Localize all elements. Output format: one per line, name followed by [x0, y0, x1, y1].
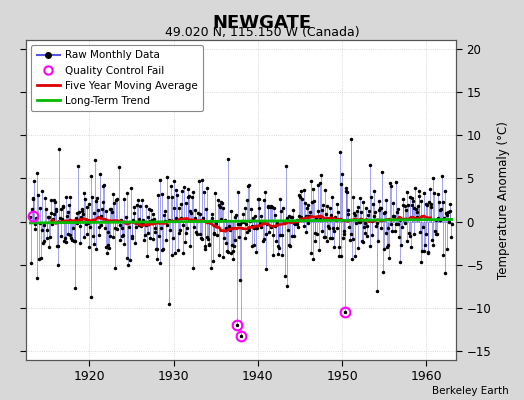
Text: NEWGATE: NEWGATE [212, 14, 312, 32]
Legend: Raw Monthly Data, Quality Control Fail, Five Year Moving Average, Long-Term Tren: Raw Monthly Data, Quality Control Fail, … [31, 45, 203, 111]
Text: 49.020 N, 115.150 W (Canada): 49.020 N, 115.150 W (Canada) [165, 26, 359, 39]
Text: Berkeley Earth: Berkeley Earth [432, 386, 508, 396]
Y-axis label: Temperature Anomaly (°C): Temperature Anomaly (°C) [497, 121, 510, 279]
